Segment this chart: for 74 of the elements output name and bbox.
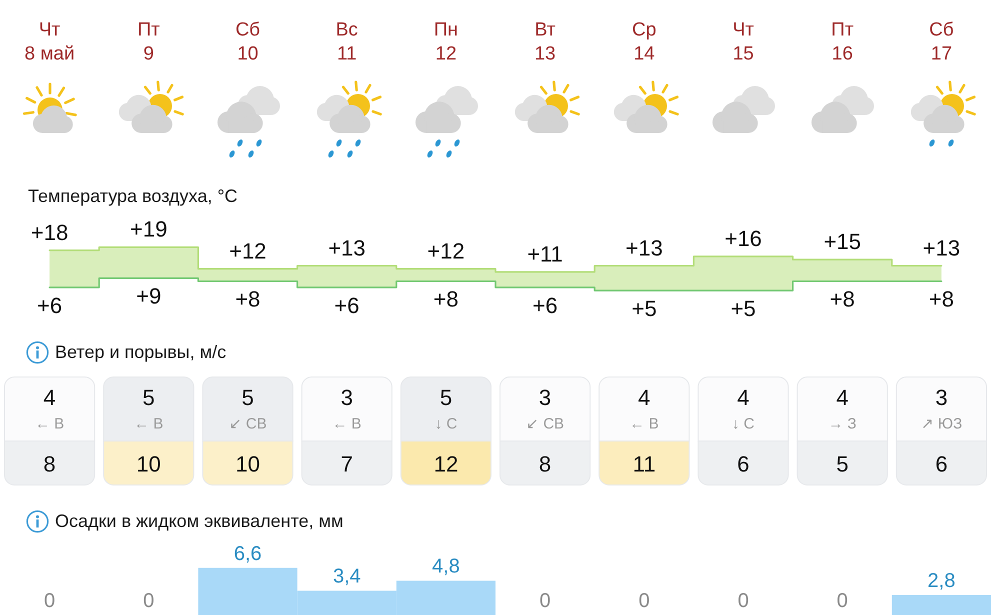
data-label: +13	[328, 235, 366, 260]
data-label: 3,4	[332, 566, 361, 588]
data-label: +6	[37, 292, 62, 318]
text: 3	[538, 385, 552, 410]
x-tick-label: Вт 13	[534, 20, 556, 64]
text: 6	[737, 452, 750, 476]
data-label: 0	[638, 590, 650, 612]
text: 5	[142, 385, 155, 410]
text: 4	[836, 385, 848, 410]
data-label: +15	[824, 229, 862, 254]
text: ← В	[134, 416, 164, 432]
data-label: 0	[539, 590, 551, 612]
text: 10	[136, 452, 161, 476]
x-tick-label: Сб 17	[929, 20, 954, 64]
text: 4	[737, 385, 750, 410]
data-label: 6,6	[234, 542, 262, 565]
data-label: +12	[229, 238, 266, 264]
text: 6	[935, 452, 948, 476]
data-label: +12	[427, 238, 465, 264]
data-label: +18	[30, 220, 68, 245]
x-tick-label: Чт 15	[732, 20, 754, 64]
data-label: +6	[532, 292, 558, 318]
chart-title: Осадки в жидком эквиваленте, мм	[55, 511, 344, 531]
bar	[892, 595, 991, 615]
text: 10	[236, 452, 260, 476]
text: ↙ СВ	[526, 416, 564, 432]
data-label: +11	[527, 241, 563, 266]
text: 3	[340, 385, 353, 410]
text: ↙ СВ	[228, 416, 267, 432]
text: 5	[440, 385, 452, 410]
data-label: +5	[632, 296, 657, 322]
data-label: 0	[836, 590, 848, 612]
text: ← В	[630, 416, 659, 432]
data-label: +9	[136, 284, 162, 309]
text: 5	[242, 385, 254, 410]
data-label: +8	[928, 286, 954, 312]
x-tick-label: Сб 10	[235, 20, 260, 64]
x-tick-label: Чт 8 май	[24, 20, 75, 64]
x-tick-label: Вс 11	[336, 20, 358, 64]
data-label: +5	[730, 296, 756, 322]
text: Ветер и порывы, м/с	[55, 342, 226, 362]
chart-title: Температура воздуха, °C	[28, 186, 238, 206]
text: 4	[43, 385, 56, 410]
text: 8	[538, 452, 552, 476]
text: 3	[935, 385, 948, 410]
text: ← В	[332, 416, 362, 432]
data-label: +13	[922, 235, 960, 260]
data-label: +8	[433, 286, 458, 312]
data-label: +16	[724, 226, 762, 251]
text: 5	[836, 452, 848, 476]
data-label: 0	[44, 590, 56, 612]
text: ↗ ЮЗ	[920, 416, 962, 432]
text: ↓ С	[732, 416, 755, 432]
data-label: +8	[235, 286, 260, 312]
text: → З	[828, 416, 856, 432]
data-label: +8	[830, 286, 855, 312]
data-label: +6	[334, 292, 360, 318]
data-label: +19	[130, 216, 168, 242]
data-label: 2,8	[928, 570, 956, 592]
text: 8	[43, 452, 56, 476]
data-label: 0	[738, 590, 749, 612]
x-tick-label: Пт 16	[831, 20, 854, 64]
x-tick-label: Пн 12	[434, 20, 458, 64]
text: ↓ С	[434, 416, 458, 432]
x-tick-label: Ср 14	[632, 20, 656, 64]
x-tick-label: Пт 9	[137, 20, 160, 64]
text: 12	[434, 452, 458, 476]
data-label: +13	[625, 235, 663, 260]
data-label: 4,8	[432, 556, 460, 578]
text: 7	[340, 452, 353, 476]
text: 11	[632, 452, 656, 476]
text: 4	[638, 385, 650, 410]
text: ← В	[34, 416, 64, 432]
data-label: 0	[143, 590, 154, 612]
